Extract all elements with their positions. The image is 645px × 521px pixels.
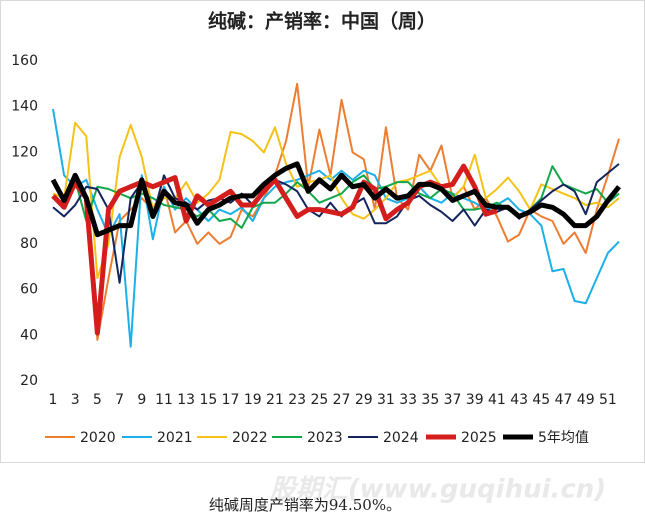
x-tick-label: 33	[399, 392, 417, 408]
legend-label: 2023	[307, 430, 343, 446]
x-tick-label: 15	[199, 392, 217, 408]
y-tick-label: 60	[20, 282, 38, 298]
x-tick-label: 29	[355, 392, 373, 408]
series-line	[50, 161, 621, 238]
y-tick-label: 40	[20, 327, 38, 343]
y-tick-label: 20	[20, 373, 38, 389]
x-tick-label: 35	[421, 392, 439, 408]
x-tick-label: 13	[177, 392, 195, 408]
x-tick-label: 39	[466, 392, 484, 408]
legend-label: 2020	[80, 430, 116, 446]
legend-label: 2025	[461, 430, 497, 446]
legend-label: 2024	[383, 430, 419, 446]
y-tick-label: 160	[11, 53, 38, 69]
y-tick-label: 140	[11, 99, 38, 115]
caption: 纯碱周度产销率为94.50%。	[209, 496, 401, 514]
chart-title: 纯碱：产销率：中国（周）	[208, 10, 436, 33]
legend-label: 2021	[157, 430, 193, 446]
x-tick-label: 51	[599, 392, 617, 408]
y-tick-label: 120	[11, 144, 38, 160]
x-tick-label: 3	[71, 392, 80, 408]
x-tick-label: 49	[577, 392, 595, 408]
x-tick-label: 7	[115, 392, 124, 408]
x-tick-label: 23	[288, 392, 306, 408]
x-tick-label: 47	[555, 392, 573, 408]
x-tick-label: 25	[310, 392, 328, 408]
x-tick-label: 19	[244, 392, 262, 408]
x-tick-label: 11	[155, 392, 173, 408]
x-tick-label: 21	[266, 392, 284, 408]
x-tick-label: 41	[488, 392, 506, 408]
x-tick-label: 45	[532, 392, 550, 408]
x-tick-label: 17	[222, 392, 240, 408]
x-tick-label: 1	[49, 392, 58, 408]
x-tick-label: 9	[137, 392, 146, 408]
x-tick-label: 5	[93, 392, 102, 408]
y-tick-label: 80	[20, 236, 38, 252]
x-tick-label: 31	[377, 392, 395, 408]
legend-label: 5年均值	[538, 430, 589, 446]
x-tick-label: 43	[510, 392, 528, 408]
y-tick-label: 100	[11, 190, 38, 206]
x-tick-label: 27	[333, 392, 351, 408]
watermark: 股期汇(www.guqihui.cn)	[269, 475, 606, 505]
legend-label: 2022	[232, 430, 268, 446]
x-tick-label: 37	[444, 392, 462, 408]
